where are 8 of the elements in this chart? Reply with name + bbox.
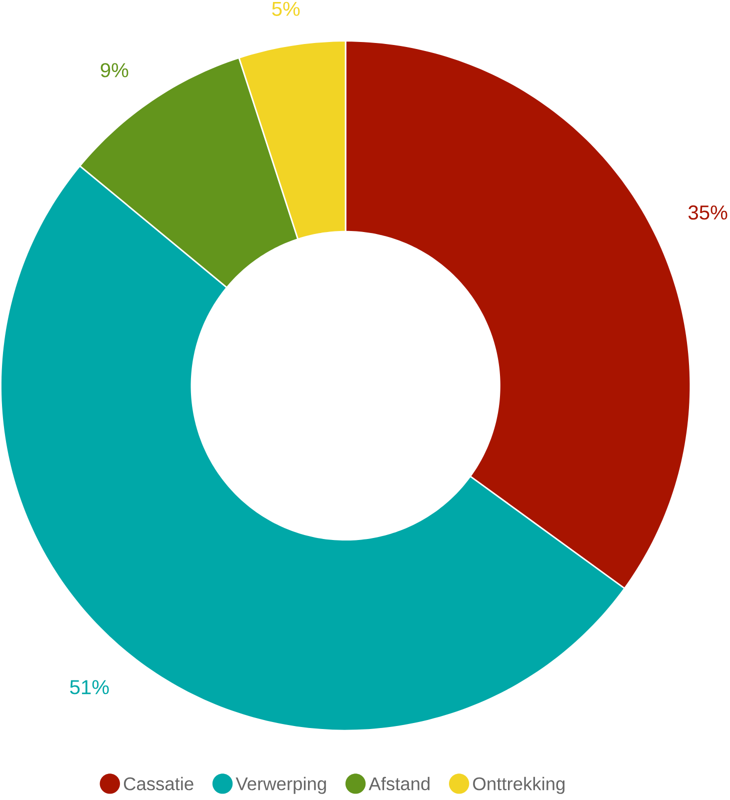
legend-label: Onttrekking	[473, 776, 565, 794]
legend-label: Afstand	[368, 776, 430, 790]
data-label: 51%	[70, 680, 109, 694]
data-label: 9%	[100, 63, 128, 78]
data-label: 35%	[688, 205, 728, 220]
legend-label: Verwerping	[236, 776, 326, 794]
legend-label: Cassatie	[124, 776, 194, 790]
data-label: 5%	[272, 2, 300, 16]
